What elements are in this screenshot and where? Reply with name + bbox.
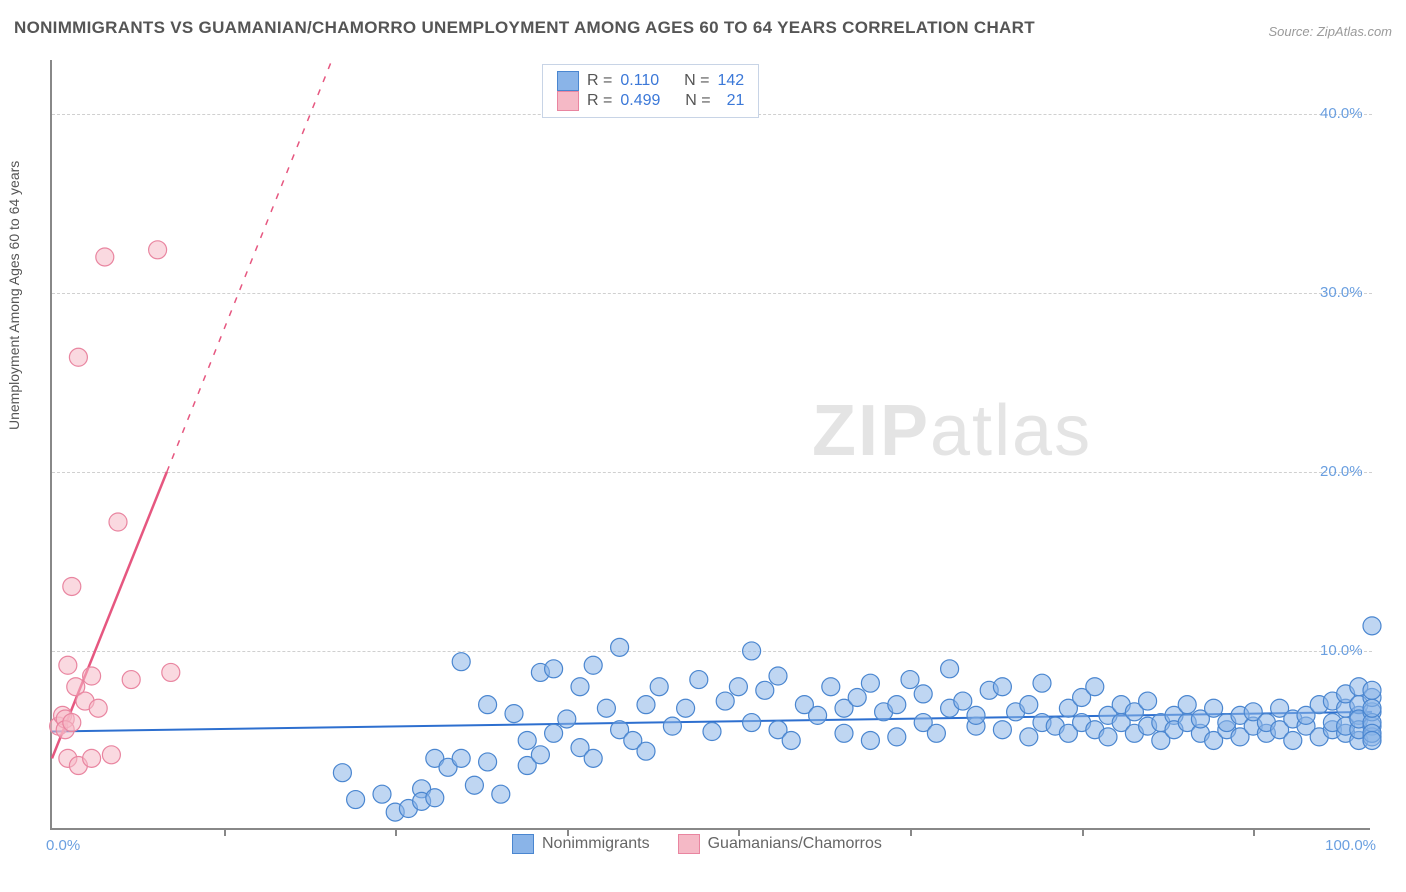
n-label-2: N = [685, 92, 710, 110]
chart-container: NONIMMIGRANTS VS GUAMANIAN/CHAMORRO UNEM… [0, 0, 1406, 892]
legend-row-series2: R = 0.499 N = 21 [557, 91, 744, 111]
bottom-swatch-2 [678, 834, 700, 854]
chart-title: NONIMMIGRANTS VS GUAMANIAN/CHAMORRO UNEM… [14, 18, 1035, 38]
swatch-series2 [557, 91, 579, 111]
n-label-1: N = [684, 72, 709, 90]
bottom-legend-item-1: Nonimmigrants [512, 834, 650, 854]
y-axis-label: Unemployment Among Ages 60 to 64 years [6, 161, 22, 430]
bottom-legend: Nonimmigrants Guamanians/Chamorros [512, 834, 882, 854]
x-max-label: 100.0% [1325, 837, 1376, 854]
source-attribution: Source: ZipAtlas.com [1268, 24, 1392, 39]
r-label-1: R = [587, 72, 612, 90]
bottom-swatch-1 [512, 834, 534, 854]
bottom-label-2: Guamanians/Chamorros [708, 835, 882, 853]
n-value-1: 142 [717, 72, 744, 90]
scatter-svg [52, 60, 1372, 830]
stats-legend: R = 0.110 N = 142 R = 0.499 N = 21 [542, 64, 759, 118]
n-value-2: 21 [719, 92, 745, 110]
swatch-series1 [557, 71, 579, 91]
r-value-1: 0.110 [620, 72, 659, 90]
r-label-2: R = [587, 92, 612, 110]
r-value-2: 0.499 [620, 92, 660, 110]
trend-lines-group [52, 60, 1372, 758]
x-min-label: 0.0% [46, 837, 80, 854]
plot-area: ZIPatlas 10.0%20.0%30.0%40.0% R = 0.110 … [50, 60, 1370, 830]
legend-row-series1: R = 0.110 N = 142 [557, 71, 744, 91]
bottom-legend-item-2: Guamanians/Chamorros [678, 834, 882, 854]
bottom-label-1: Nonimmigrants [542, 835, 650, 853]
series2-points-group [50, 241, 180, 775]
